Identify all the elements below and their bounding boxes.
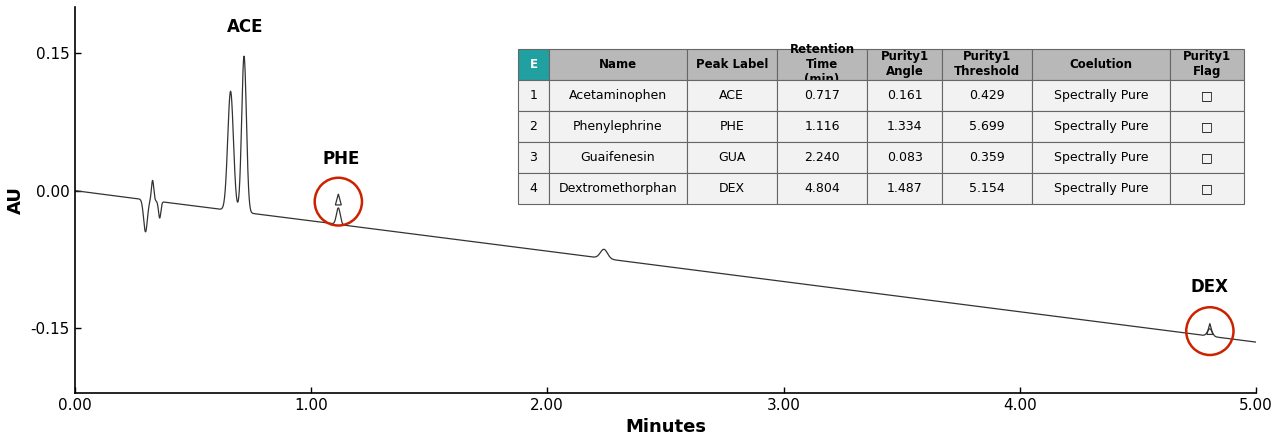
Text: ACE: ACE (227, 18, 262, 36)
Text: PHE: PHE (323, 150, 360, 167)
X-axis label: Minutes: Minutes (625, 418, 705, 436)
Text: DEX: DEX (1190, 278, 1229, 296)
Y-axis label: AU: AU (6, 186, 24, 214)
